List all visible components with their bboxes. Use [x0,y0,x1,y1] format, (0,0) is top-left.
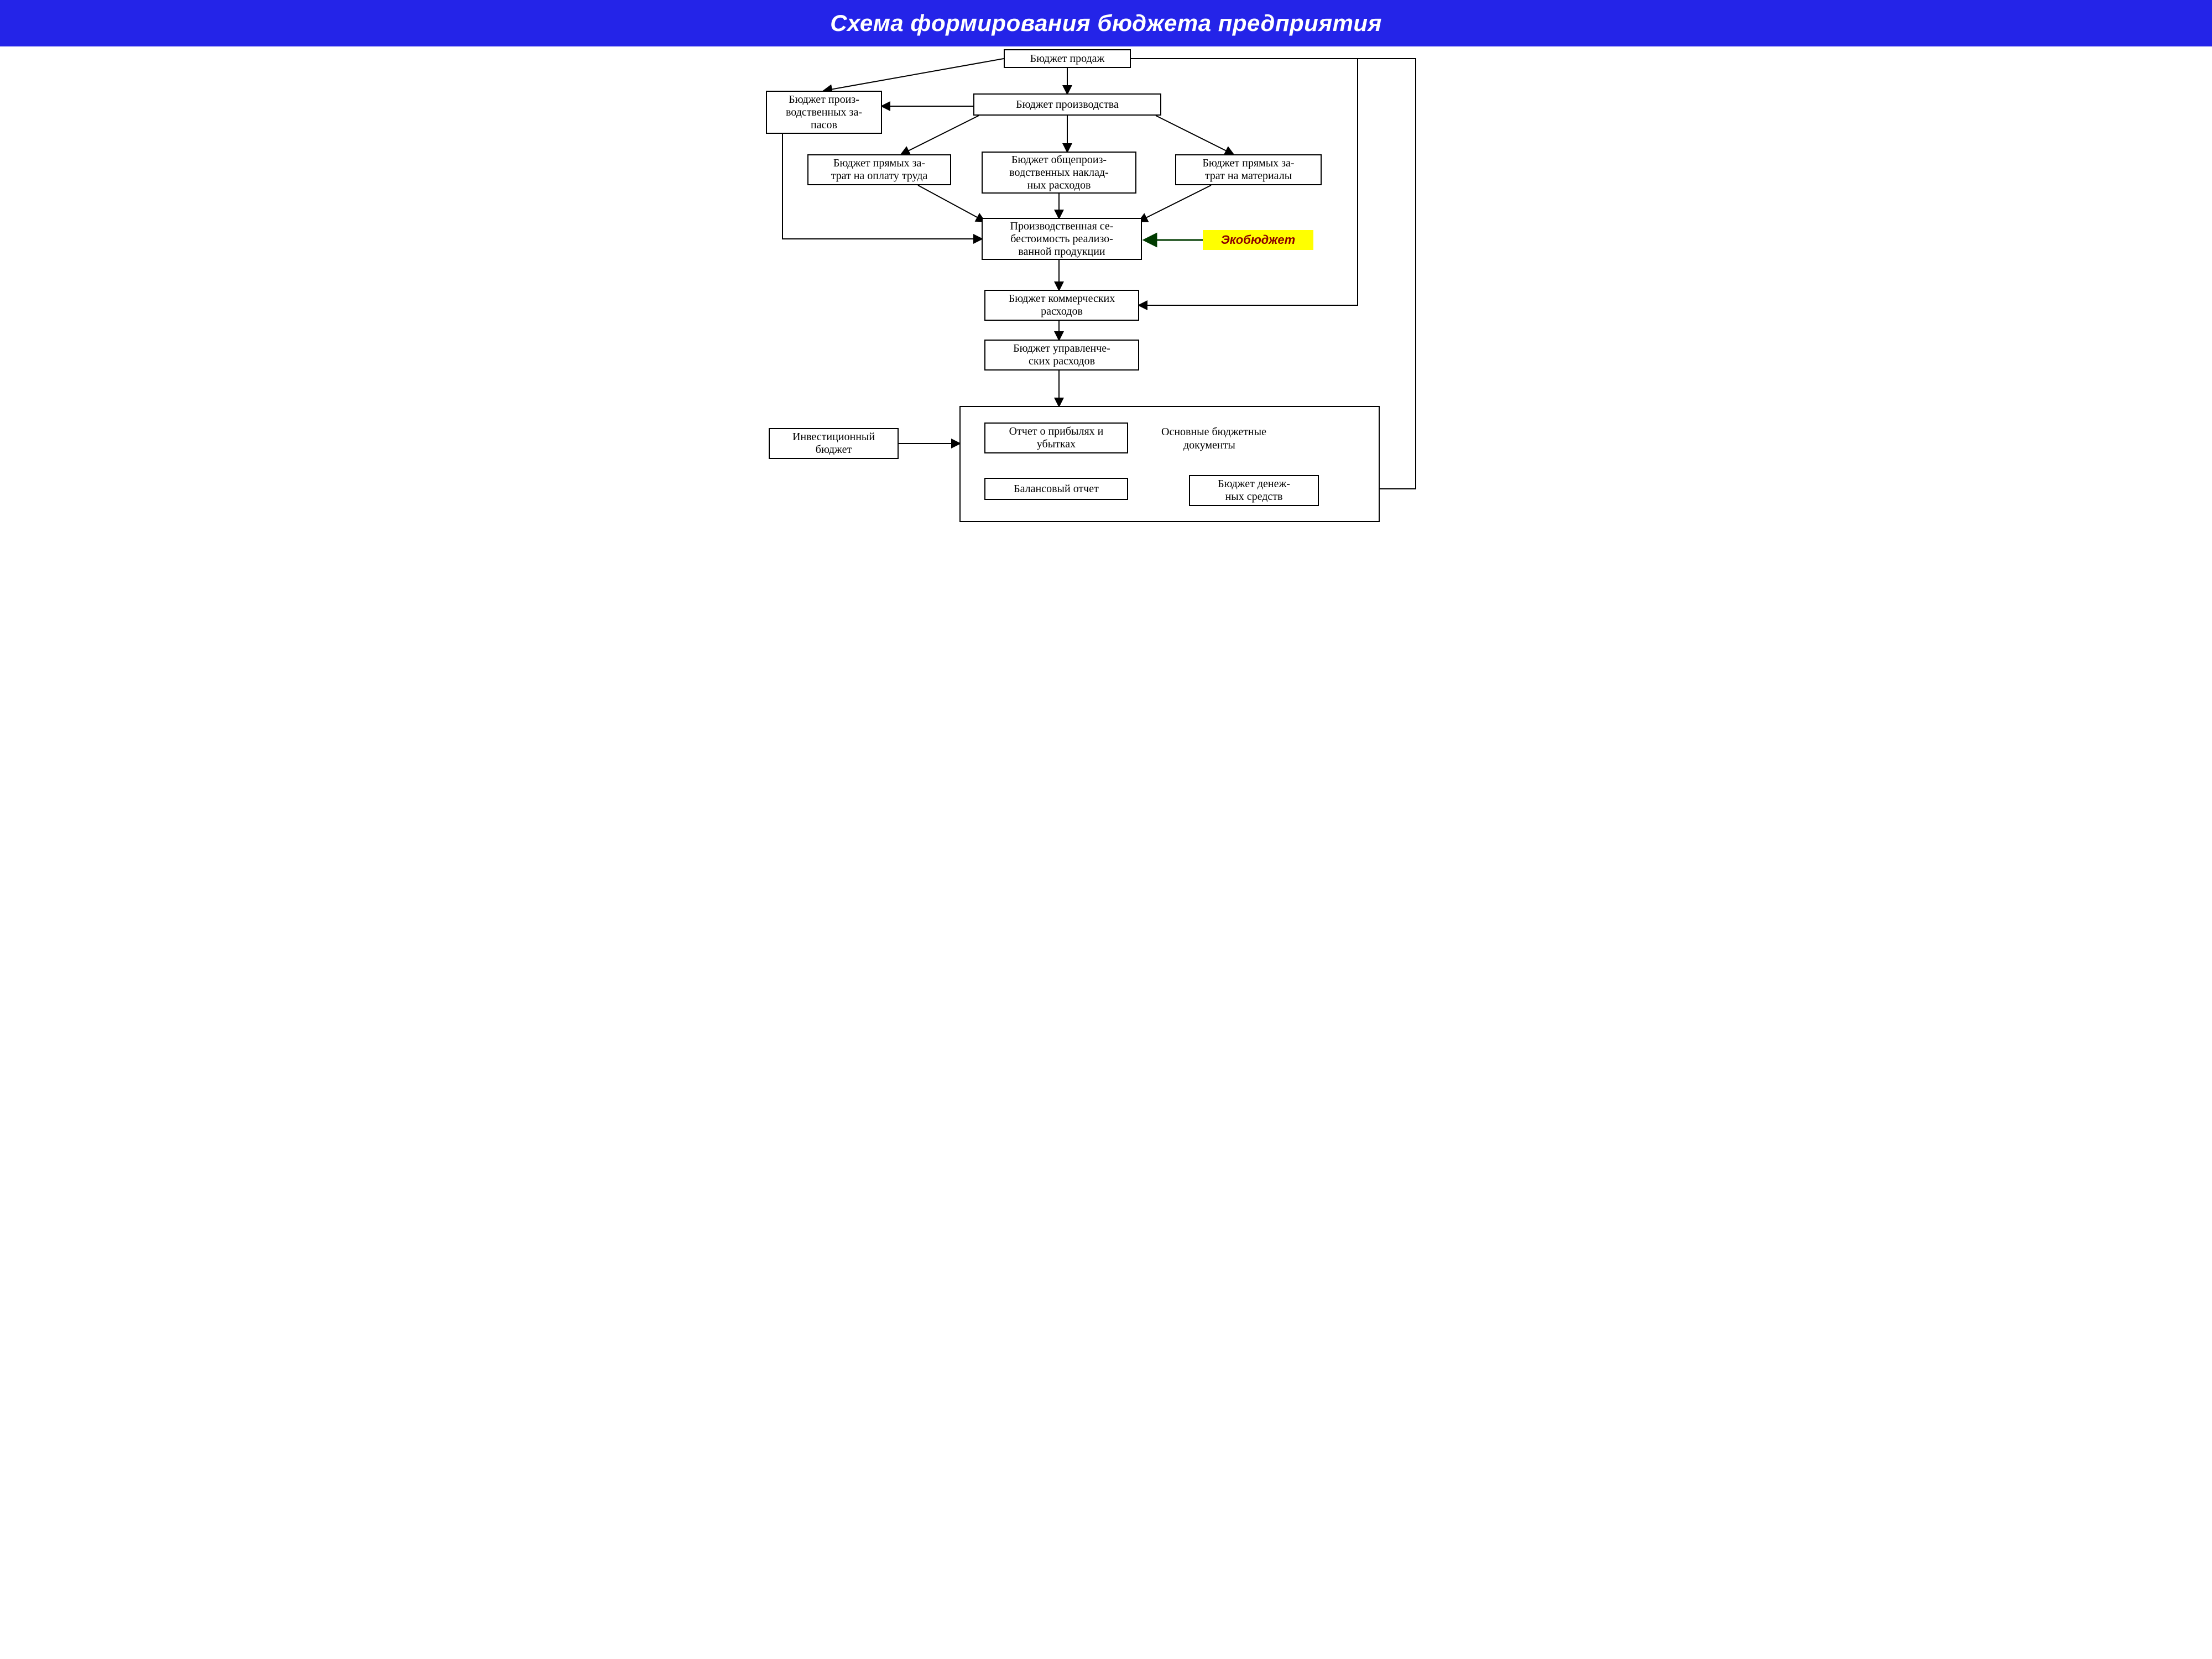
node-overhead: Бюджет общепроиз-водственных наклад-ных … [982,152,1136,194]
node-sales: Бюджет продаж [1004,49,1131,68]
node-pl: Отчет о прибылях иубытках [984,422,1128,453]
node-cogs: Производственная се-бестоимость реализо-… [982,218,1142,260]
node-invest: Инвестиционныйбюджет [769,428,899,459]
node-cash: Бюджет денеж-ных средств [1189,475,1319,506]
node-eco: Экобюджет [1203,230,1313,250]
node-admin: Бюджет управленче-ских расходов [984,340,1139,371]
node-labor: Бюджет прямых за-трат на оплату труда [807,154,951,185]
node-inventory: Бюджет произ-водственных за-пасов [766,91,882,134]
page-title: Схема формирования бюджета предприятия [0,0,2212,46]
node-balance: Балансовый отчет [984,478,1128,500]
node-materials: Бюджет прямых за-трат на материалы [1175,154,1322,185]
flowchart-canvas: Бюджет продаж Бюджет произ-водственных з… [752,46,1460,533]
label-docs: Основные бюджетные документы [1161,425,1266,452]
node-selling: Бюджет коммерческихрасходов [984,290,1139,321]
node-production: Бюджет производства [973,93,1161,116]
